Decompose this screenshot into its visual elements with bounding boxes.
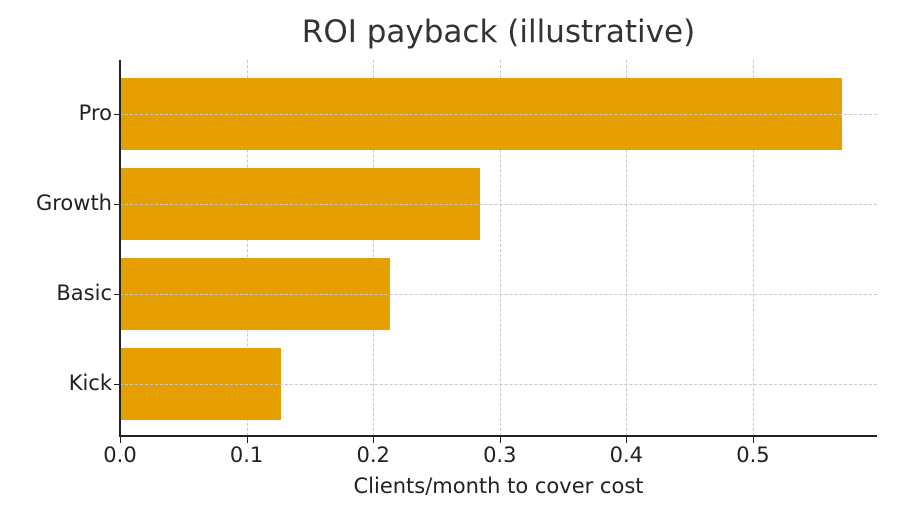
x-tick-mark	[246, 437, 248, 443]
y-tick-mark	[114, 204, 120, 205]
x-tick-label: 0.1	[229, 443, 264, 467]
x-tick-label: 0.2	[356, 443, 390, 467]
y-tick-label: Kick	[68, 371, 112, 395]
vertical-gridline	[246, 60, 248, 436]
x-tick-mark	[120, 437, 121, 443]
y-tick-mark	[114, 294, 120, 295]
x-axis-line	[119, 435, 877, 437]
chart-title: ROI payback (illustrative)	[301, 14, 696, 50]
y-tick-label: Growth	[35, 191, 112, 215]
vertical-gridline	[626, 60, 628, 436]
x-tick-label: 0.0	[103, 443, 137, 467]
y-axis-line	[119, 60, 121, 437]
y-tick-label: Pro	[78, 101, 112, 125]
x-tick-mark	[752, 437, 754, 443]
horizontal-gridline	[120, 384, 877, 385]
x-axis-title: Clients/month to cover cost	[353, 474, 644, 498]
x-tick-mark	[626, 437, 628, 443]
y-tick-label: Basic	[56, 281, 112, 305]
vertical-gridline	[373, 60, 375, 436]
horizontal-gridline	[120, 294, 877, 295]
plot-area	[120, 60, 877, 436]
y-tick-mark	[114, 384, 120, 385]
x-tick-mark	[499, 437, 501, 443]
y-tick-mark	[114, 114, 120, 115]
vertical-gridline	[752, 60, 754, 436]
x-tick-label: 0.5	[736, 443, 770, 467]
vertical-gridline	[499, 60, 501, 436]
horizontal-gridline	[120, 114, 877, 115]
horizontal-gridline	[120, 204, 877, 205]
x-tick-label: 0.4	[609, 443, 644, 467]
x-tick-mark	[373, 437, 375, 443]
x-tick-label: 0.3	[483, 443, 517, 467]
